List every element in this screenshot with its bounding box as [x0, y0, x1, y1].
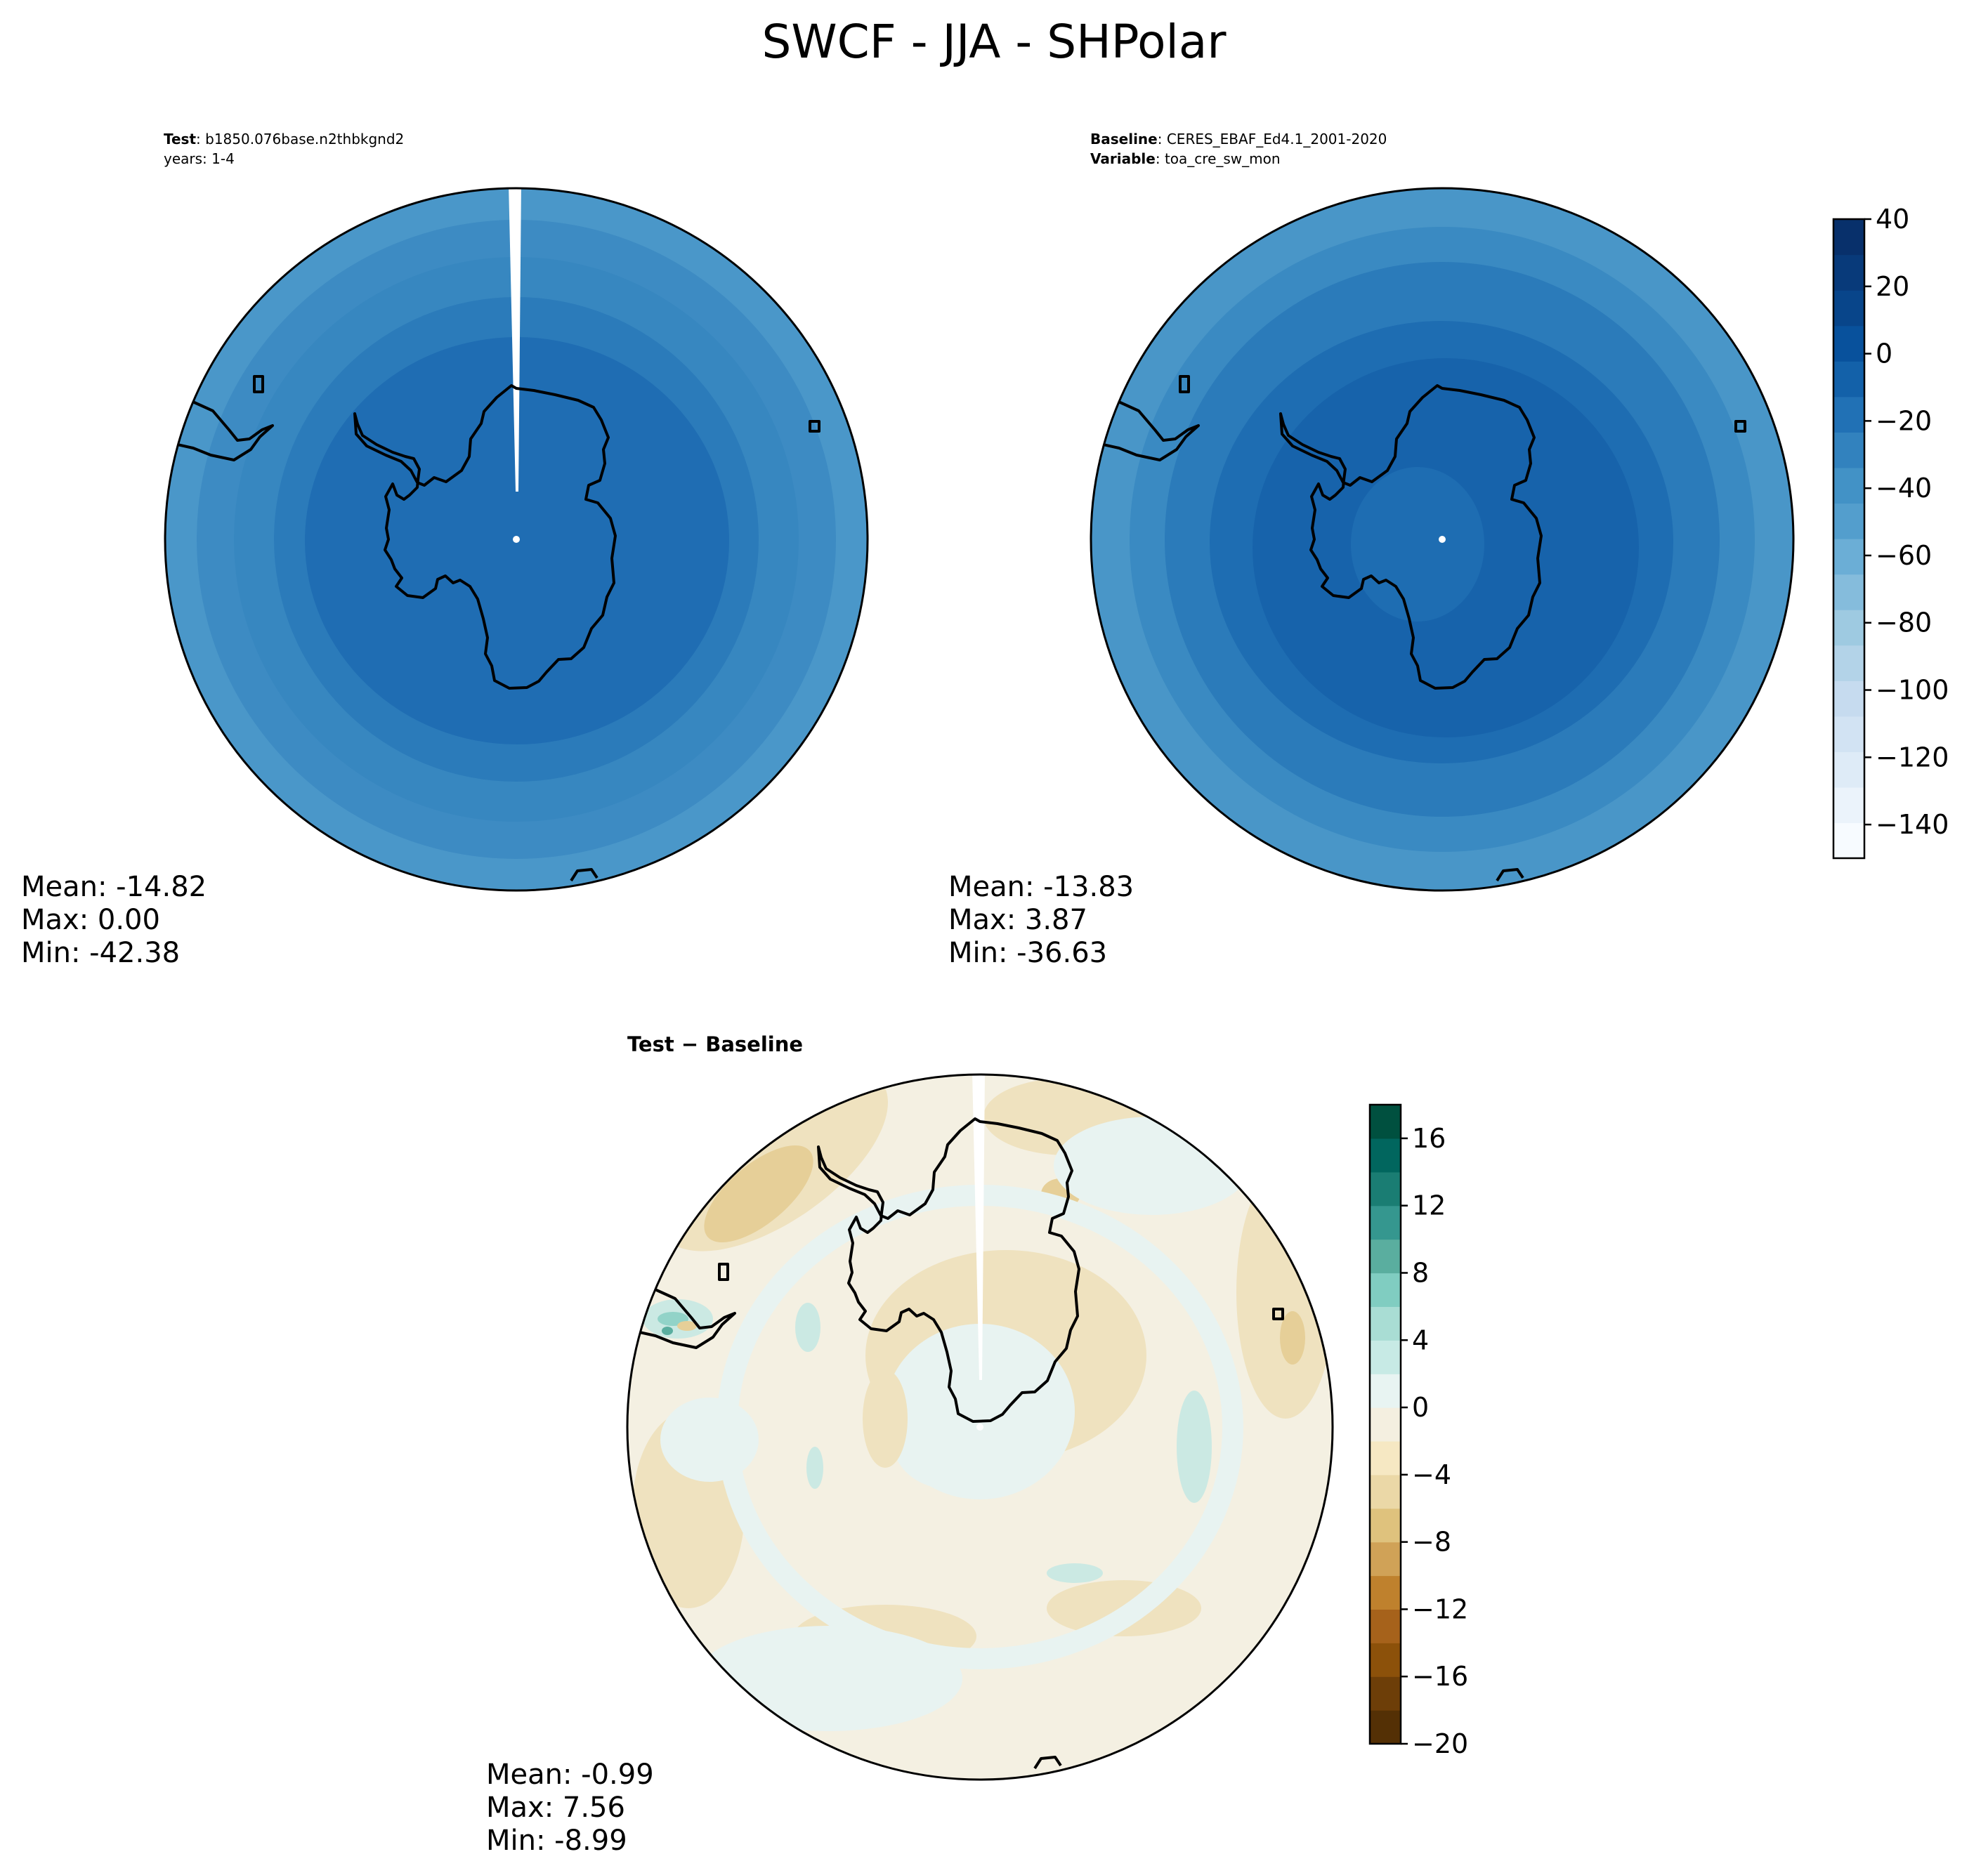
diff-min: Min: -8.99 — [486, 1825, 627, 1857]
colorbar-main-swatch — [1833, 503, 1864, 539]
colorbar-main-tick-label: 40 — [1876, 204, 1909, 235]
baseline-mean: Mean: -13.83 — [948, 871, 1134, 903]
colorbar-diff-swatch — [1370, 1374, 1401, 1408]
colorbar-diff-swatch — [1370, 1440, 1401, 1476]
colorbar-main-tick-label: −40 — [1876, 473, 1932, 504]
baseline-max: Max: 3.87 — [948, 904, 1087, 936]
panel-baseline: Baseline: CERES_EBAF_Ed4.1_2001-2020 Var… — [948, 131, 1795, 969]
colorbar-main-tick-label: 20 — [1876, 271, 1909, 302]
colorbar-diff-swatch — [1370, 1407, 1401, 1442]
diff-map-boundary — [626, 1073, 1334, 1781]
colorbar-main-swatch — [1833, 822, 1864, 859]
colorbar-diff-swatch — [1370, 1171, 1401, 1207]
test-header-line-2: years: 1-4 — [164, 150, 235, 167]
colorbar-main-swatch — [1833, 325, 1864, 362]
colorbar-main-swatch — [1833, 574, 1864, 610]
colorbar-main: 40 20 0 −20 −40 −60 −80 −100 −120 −140 — [1832, 204, 1949, 860]
test-mean: Mean: -14.82 — [21, 871, 207, 903]
colorbar-main-swatch — [1833, 716, 1864, 752]
colorbar-main-swatch — [1833, 219, 1864, 256]
colorbar-diff-tick-label: 8 — [1412, 1257, 1429, 1288]
baseline-header-line-2: Variable: toa_cre_sw_mon — [1090, 150, 1281, 167]
diff-map — [627, 1074, 1333, 1780]
colorbar-diff-tick-label: 0 — [1412, 1392, 1429, 1423]
colorbar-diff-swatches — [1370, 1105, 1401, 1744]
panel-test: Test: b1850.076base.n2thbkgnd2 years: 1-… — [21, 131, 869, 969]
colorbar-main-swatch — [1833, 681, 1864, 717]
colorbar-diff-tick-label: −4 — [1412, 1459, 1451, 1490]
colorbar-diff: 16 12 8 4 0 −4 −8 −12 −16 −20 — [1368, 1103, 1468, 1759]
colorbar-diff-swatch — [1370, 1105, 1401, 1139]
colorbar-diff-swatch — [1370, 1710, 1401, 1744]
figure-title: SWCF - JJA - SHPolar — [762, 15, 1227, 69]
colorbar-main-swatch — [1833, 361, 1864, 397]
colorbar-diff-swatch — [1370, 1205, 1401, 1240]
colorbar-diff-swatch — [1370, 1575, 1401, 1610]
colorbar-main-tick-label: −120 — [1876, 742, 1949, 773]
diff-mean: Mean: -0.99 — [486, 1759, 654, 1791]
colorbar-diff-tick-label: 4 — [1412, 1325, 1429, 1355]
baseline-map-boundary — [1090, 187, 1795, 892]
colorbar-main-ticks: 40 20 0 −20 −40 −60 −80 −100 −120 −140 — [1864, 204, 1949, 840]
colorbar-main-tick-label: −80 — [1876, 607, 1932, 638]
colorbar-main-swatch — [1833, 539, 1864, 575]
colorbar-main-swatch — [1833, 396, 1864, 433]
colorbar-main-swatch — [1833, 751, 1864, 788]
colorbar-main-swatch — [1833, 787, 1864, 824]
test-header-line-1: Test: b1850.076base.n2thbkgnd2 — [164, 131, 404, 147]
colorbar-diff-tick-label: 12 — [1412, 1190, 1446, 1221]
panel-difference: Test − Baseline — [486, 1032, 1334, 1857]
colorbar-main-tick-label: −140 — [1876, 809, 1949, 840]
colorbar-diff-swatch — [1370, 1542, 1401, 1577]
test-map — [165, 188, 868, 891]
colorbar-diff-swatch — [1370, 1474, 1401, 1509]
test-max: Max: 0.00 — [21, 904, 160, 936]
colorbar-diff-swatch — [1370, 1609, 1401, 1643]
colorbar-main-swatch — [1833, 645, 1864, 681]
baseline-header-line-1: Baseline: CERES_EBAF_Ed4.1_2001-2020 — [1090, 131, 1387, 147]
colorbar-diff-swatch — [1370, 1239, 1401, 1274]
colorbar-diff-swatch — [1370, 1306, 1401, 1341]
colorbar-diff-tick-label: −16 — [1412, 1661, 1468, 1692]
colorbar-main-tick-label: −100 — [1876, 675, 1949, 706]
colorbar-main-swatch — [1833, 290, 1864, 327]
colorbar-diff-frame — [1368, 1103, 1402, 1745]
colorbar-main-tick-label: −20 — [1876, 405, 1932, 436]
diff-header: Test − Baseline — [627, 1032, 803, 1056]
colorbar-main-swatch — [1833, 467, 1864, 504]
colorbar-diff-ticks: 16 12 8 4 0 −4 −8 −12 −16 −20 — [1401, 1123, 1468, 1759]
baseline-map — [1091, 188, 1793, 891]
colorbar-main-frame — [1832, 218, 1866, 860]
colorbar-main-swatch — [1833, 432, 1864, 468]
colorbar-diff-swatch — [1370, 1643, 1401, 1677]
test-min: Min: -42.38 — [21, 937, 180, 969]
colorbar-main-swatches — [1833, 219, 1864, 859]
colorbar-diff-tick-label: −12 — [1412, 1593, 1468, 1624]
colorbar-diff-tick-label: −20 — [1412, 1728, 1468, 1759]
colorbar-diff-swatch — [1370, 1676, 1401, 1711]
colorbar-diff-tick-label: 16 — [1412, 1123, 1446, 1154]
test-map-boundary — [164, 187, 869, 892]
colorbar-diff-tick-label: −8 — [1412, 1527, 1451, 1558]
colorbar-main-tick-label: 0 — [1876, 339, 1892, 369]
colorbar-diff-swatch — [1370, 1138, 1401, 1173]
colorbar-main-tick-label: −60 — [1876, 540, 1932, 571]
colorbar-diff-swatch — [1370, 1273, 1401, 1307]
colorbar-diff-swatch — [1370, 1340, 1401, 1374]
colorbar-main-swatch — [1833, 254, 1864, 291]
diff-max: Max: 7.56 — [486, 1792, 625, 1824]
colorbar-diff-swatch — [1370, 1508, 1401, 1543]
colorbar-main-swatch — [1833, 610, 1864, 646]
baseline-min: Min: -36.63 — [948, 937, 1107, 969]
